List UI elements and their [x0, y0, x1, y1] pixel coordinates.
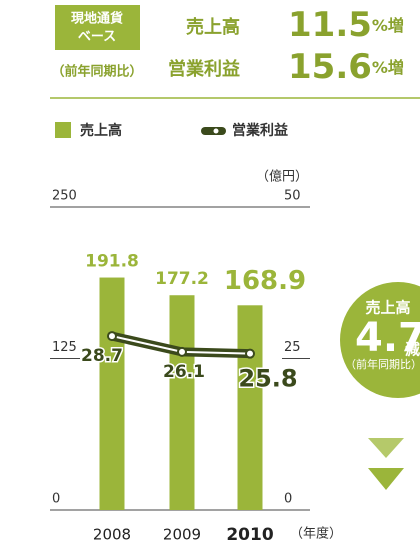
arrow [368, 468, 404, 490]
bar [169, 295, 195, 510]
header-value: 15.6%増 [288, 47, 404, 87]
header-number: 15.6 [288, 47, 372, 87]
bar-label: 191.8 [85, 252, 139, 272]
line-point [177, 346, 187, 357]
legend-label: 営業利益 [232, 122, 288, 139]
bar [99, 277, 125, 510]
badge-text: ベース [78, 30, 116, 45]
y-tick-label: 125 [52, 340, 77, 355]
header-unit: %増 [372, 16, 404, 35]
line-point [245, 348, 255, 359]
badge-text: 現地通貨 [71, 11, 123, 27]
arrow [368, 438, 404, 458]
header-label: 売上高 [186, 16, 240, 38]
y2-tick-label: 25 [284, 340, 301, 355]
axis-unit: （億円） [256, 169, 308, 185]
header-value: 11.5%増 [288, 5, 404, 45]
y-tick-label: 250 [52, 189, 77, 204]
callout-value: 4.7% [355, 315, 420, 361]
y2-tick-label: 0 [284, 492, 292, 507]
x-tick-label: 2008 [93, 526, 131, 544]
callout-number: 4.7 [355, 315, 420, 361]
callout-suffix: 減 [405, 341, 420, 359]
legend-label: 売上高 [80, 122, 122, 139]
legend-swatch [55, 122, 71, 138]
bar-label: 168.9 [224, 266, 306, 296]
header-note: （前年同期比） [51, 64, 142, 80]
x-unit: （年度） [290, 526, 342, 542]
callout-note: （前年同期比） [345, 357, 420, 371]
header-unit: %増 [372, 58, 404, 77]
line-label: 26.1 [163, 362, 205, 382]
callout-circle [340, 282, 420, 398]
bar [237, 305, 263, 510]
y-tick-label: 0 [52, 492, 60, 507]
line-label: 28.7 [81, 346, 123, 366]
bar-label: 177.2 [155, 269, 209, 289]
header-number: 11.5 [288, 5, 372, 45]
badge [55, 5, 140, 50]
line-label: 25.8 [238, 365, 297, 393]
x-tick-label: 2010 [226, 525, 273, 545]
y2-tick-label: 50 [284, 189, 301, 204]
legend-dot [213, 128, 219, 134]
x-tick-label: 2009 [163, 526, 201, 544]
callout-label: 売上高 [365, 299, 410, 317]
header-label: 営業利益 [168, 58, 240, 80]
line-point [107, 331, 117, 342]
